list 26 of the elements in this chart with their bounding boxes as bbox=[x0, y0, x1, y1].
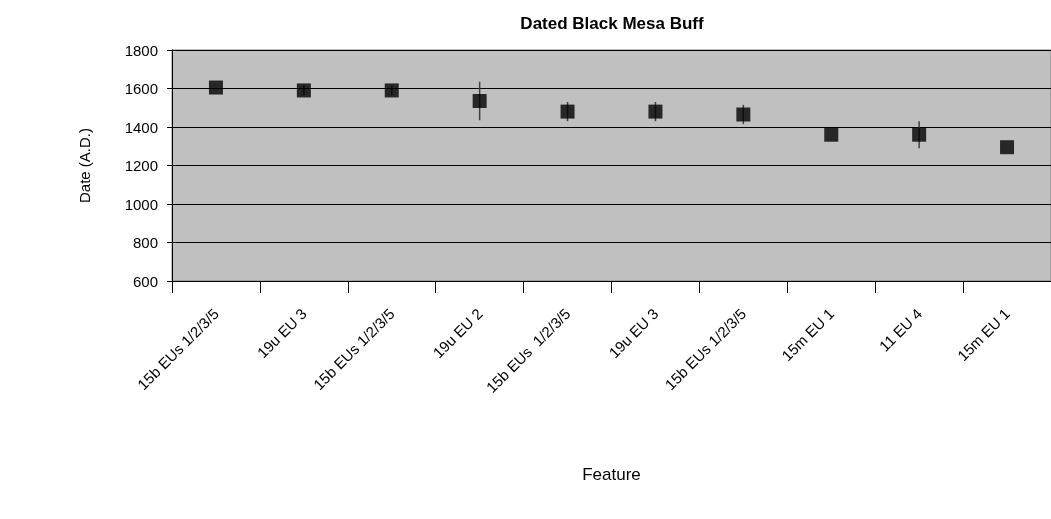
x-tick-label: 15m EU 1 bbox=[953, 304, 1014, 365]
point bbox=[472, 94, 487, 109]
y-tick-label: 1200 bbox=[124, 157, 158, 174]
y-tick-label: 800 bbox=[132, 234, 158, 251]
point bbox=[912, 127, 927, 142]
point bbox=[384, 83, 399, 98]
point bbox=[648, 104, 663, 119]
x-tick-label: 19u EU 2 bbox=[429, 304, 486, 362]
x-tick-label: 15m EU 1 bbox=[778, 304, 838, 365]
x-tick-label: 19u EU 3 bbox=[253, 304, 310, 362]
x-tick-label: 11 EU 4 bbox=[875, 304, 926, 355]
point bbox=[736, 107, 751, 122]
y-tick-label: 1400 bbox=[124, 118, 158, 136]
point bbox=[560, 104, 575, 119]
y-tick-label: 1800 bbox=[124, 41, 158, 59]
point bbox=[1000, 140, 1015, 155]
chart-title: Dated Black Mesa Buff bbox=[520, 14, 704, 33]
y-tick-label: 1600 bbox=[124, 80, 158, 97]
point bbox=[208, 80, 223, 95]
point bbox=[296, 83, 311, 98]
y-tick-label: 1000 bbox=[124, 195, 158, 213]
x-axis-title: Feature bbox=[582, 465, 641, 484]
y-axis-title: Date (A.D.) bbox=[76, 127, 93, 204]
point bbox=[824, 127, 839, 142]
y-tick-label: 600 bbox=[132, 272, 158, 290]
x-tick-label: 19u EU 3 bbox=[605, 304, 662, 362]
